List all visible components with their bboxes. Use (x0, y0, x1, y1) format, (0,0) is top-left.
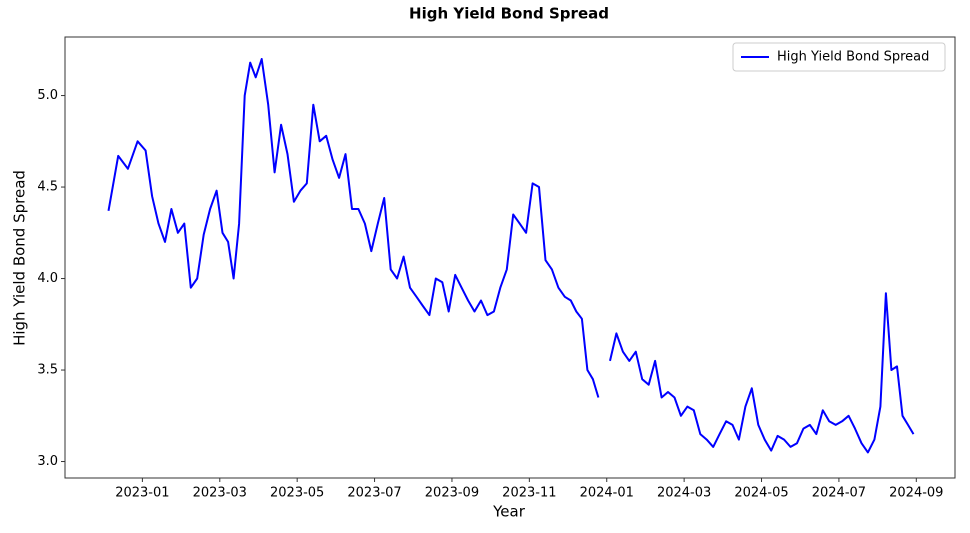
legend: High Yield Bond Spread (732, 42, 946, 72)
legend-box (732, 42, 946, 72)
legend-label: High Yield Bond Spread (777, 50, 929, 65)
y-axis-label: High Yield Bond Spread (11, 170, 29, 346)
y-tick-label: 5.0 (37, 88, 58, 103)
y-tick-label: 3.0 (37, 454, 58, 469)
y-tick-label: 4.5 (37, 180, 58, 195)
y-tick-label: 4.0 (37, 271, 58, 286)
line-series (107, 58, 915, 454)
x-tick-label: 2024-03 (657, 486, 711, 501)
y-tick-label: 3.5 (37, 363, 58, 378)
x-tick-label: 2023-05 (270, 486, 324, 501)
x-tick-label: 2024-07 (812, 486, 866, 501)
x-tick-label: 2023-11 (502, 486, 556, 501)
x-tick-label: 2024-01 (580, 486, 634, 501)
plot-area (64, 36, 956, 479)
x-tick-label: 2023-03 (193, 486, 247, 501)
x-tick-label: 2023-07 (347, 486, 401, 501)
x-tick-label: 2023-01 (115, 486, 169, 501)
chart-title: High Yield Bond Spread (409, 5, 609, 23)
x-tick-label: 2024-05 (734, 486, 788, 501)
x-tick-label: 2024-09 (889, 486, 943, 501)
x-axis-label: Year (492, 503, 526, 521)
x-tick-label: 2023-09 (425, 486, 479, 501)
